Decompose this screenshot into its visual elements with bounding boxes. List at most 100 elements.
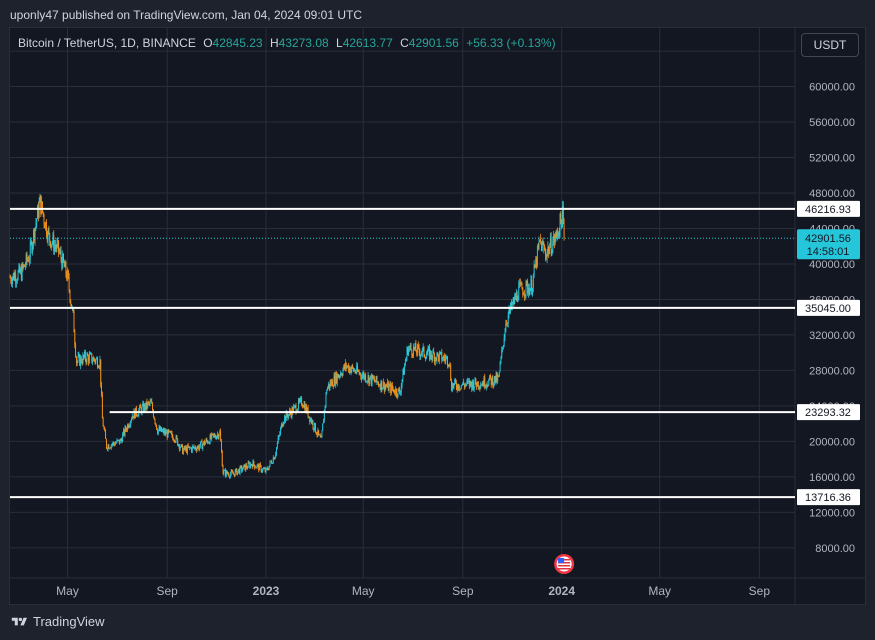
candle-body — [92, 361, 94, 363]
x-tick-label: Sep — [749, 584, 771, 598]
level-price-label: 13716.36 — [805, 492, 851, 504]
candle-body — [272, 463, 273, 464]
candle-body — [283, 422, 285, 424]
candle-body — [44, 223, 46, 229]
candle-body — [352, 365, 354, 368]
candle-body — [361, 375, 363, 380]
candle-body — [328, 384, 330, 389]
candle-body — [208, 442, 210, 444]
candle-body — [287, 415, 289, 418]
flag-stripe — [558, 568, 571, 570]
candle-body — [275, 453, 277, 458]
candle-body — [118, 439, 120, 441]
candle-body — [366, 380, 368, 382]
candle-body — [472, 381, 474, 390]
x-tick-label: May — [648, 584, 671, 598]
candle-body — [95, 359, 97, 363]
candle-body — [110, 447, 111, 449]
candle-body — [362, 372, 364, 376]
candle-body — [387, 382, 388, 387]
candle-body — [80, 356, 82, 363]
y-tick-label: 8000.00 — [815, 543, 855, 555]
candle-body — [182, 449, 184, 454]
candle-body — [77, 355, 79, 362]
candle-body — [121, 439, 123, 443]
candle-body — [61, 258, 63, 269]
candle-body — [312, 420, 314, 428]
candle-body — [113, 442, 115, 444]
candle-body — [205, 439, 207, 443]
candle-body — [354, 370, 356, 373]
candle-body — [17, 271, 19, 280]
candle-body — [562, 206, 564, 223]
candle-body — [358, 371, 360, 374]
candle-body — [20, 268, 21, 273]
candle-body — [451, 380, 452, 391]
candle-body — [148, 402, 149, 404]
candle-body — [153, 416, 155, 420]
flag-canton — [558, 558, 565, 563]
candle-body — [465, 383, 467, 385]
candle-body — [347, 365, 349, 367]
candle-body — [397, 388, 399, 397]
candle-body — [252, 460, 254, 468]
chart-pane[interactable] — [9, 27, 866, 605]
candle-body — [534, 264, 536, 268]
candle-body — [353, 370, 355, 372]
candle-body — [297, 399, 299, 409]
candle-body — [542, 242, 544, 245]
candle-body — [539, 239, 541, 241]
candle-body — [234, 470, 236, 477]
candle-body — [94, 360, 96, 363]
candle-body — [101, 394, 103, 419]
candle-body — [339, 375, 341, 377]
candle-body — [129, 425, 131, 426]
candle-body — [282, 423, 284, 427]
candle-body — [348, 367, 350, 372]
candle-body — [560, 213, 562, 221]
candle-body — [480, 385, 482, 389]
candle-body — [114, 443, 115, 446]
candle-body — [206, 439, 208, 441]
candle-body — [46, 235, 48, 241]
tradingview-brand[interactable]: TradingView — [11, 614, 105, 629]
candle-body — [464, 384, 465, 387]
candle-body — [238, 469, 240, 474]
candle-body — [256, 465, 258, 468]
candle-body — [90, 353, 92, 355]
candle-body — [502, 347, 503, 350]
candle-body — [357, 371, 359, 372]
candle-body — [512, 299, 514, 304]
candle-body — [31, 242, 33, 252]
candle-body — [81, 362, 83, 364]
candle-body — [159, 427, 161, 431]
candle-body — [214, 434, 216, 438]
candle-body — [116, 439, 118, 443]
candle-body — [264, 468, 266, 472]
candle-body — [306, 405, 307, 413]
bar-countdown-label: 14:58:01 — [807, 246, 850, 258]
candle-body — [360, 373, 362, 377]
candle-body — [292, 407, 294, 413]
currency-button[interactable]: USDT — [801, 33, 859, 57]
candle-body — [391, 384, 393, 393]
candle-body — [545, 249, 546, 257]
candle-body — [523, 294, 525, 297]
candle-body — [265, 468, 267, 472]
candle-body — [40, 194, 42, 214]
candle-body — [114, 443, 116, 446]
candle-body — [507, 315, 509, 324]
x-tick-label: Sep — [156, 584, 178, 598]
y-tick-label: 60000.00 — [809, 82, 855, 94]
candle-body — [179, 447, 181, 450]
candle-body — [492, 376, 494, 387]
candle-body — [110, 445, 112, 448]
candle-body — [260, 465, 262, 472]
candle-body — [308, 416, 310, 418]
candle-body — [246, 467, 248, 469]
candle-body — [284, 416, 286, 423]
symbol-name[interactable]: Bitcoin / TetherUS, 1D, BINANCE — [18, 36, 196, 50]
candle-body — [311, 420, 313, 424]
candle-body — [162, 429, 164, 431]
